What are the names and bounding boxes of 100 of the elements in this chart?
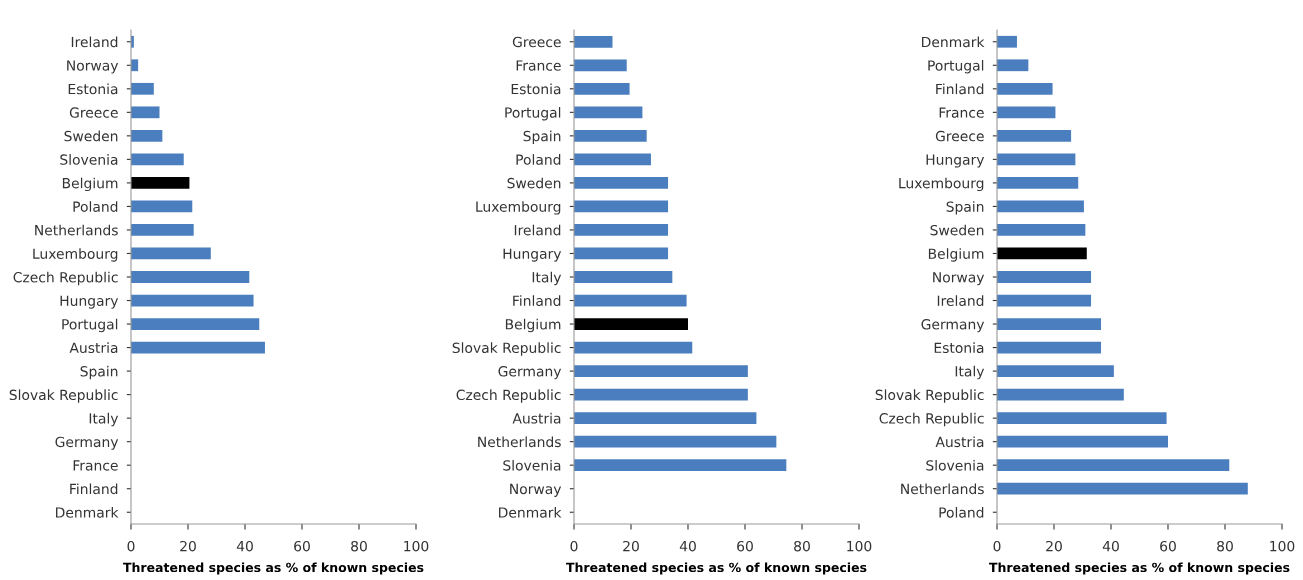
y-tick-label: Germany: [498, 366, 562, 380]
bar: [574, 341, 693, 354]
y-tick-label: Luxembourg: [899, 177, 984, 192]
bar: [574, 177, 669, 189]
bar: [574, 271, 673, 283]
y-tick-label: Denmark: [499, 506, 562, 518]
y-tick-label: Finland: [513, 295, 561, 306]
y-tick-label: Sweden: [507, 177, 561, 189]
y-tick-label: Austria: [935, 436, 984, 448]
y-tick-label: Italy: [955, 365, 985, 380]
bar: [997, 318, 1102, 330]
bar: [997, 459, 1230, 472]
bar: [574, 247, 669, 260]
bar: [574, 59, 627, 72]
x-tick-label: 40: [236, 540, 253, 552]
bar: [997, 129, 1072, 142]
y-tick-label: Finland: [70, 483, 118, 495]
x-tick-label: 40: [679, 540, 696, 552]
x-tick-label: 60: [737, 540, 753, 552]
bar: [574, 106, 643, 119]
bar: [997, 294, 1092, 307]
y-tick-label: Italy: [532, 271, 562, 286]
y-tick-label: Ireland: [71, 36, 118, 48]
y-tick-label: Estonia: [68, 83, 118, 95]
bar: [574, 294, 687, 307]
x-axis-title: Threatened species as % of known species: [123, 562, 424, 575]
bar: [997, 35, 1017, 48]
bar: [131, 318, 260, 330]
y-tick-label: Norway: [510, 483, 562, 497]
y-tick-label: Finland: [936, 83, 984, 95]
y-tick-label: Czech Republic: [13, 271, 118, 286]
bar: [997, 82, 1053, 95]
bar: [997, 106, 1056, 119]
y-tick-label: Netherlands: [35, 224, 118, 236]
x-tick-label: 100: [1270, 540, 1295, 552]
bar: [997, 200, 1084, 213]
bar: [131, 200, 193, 213]
x-tick-label: 0: [993, 540, 1001, 552]
y-tick-label: Estonia: [934, 342, 984, 354]
x-tick-label: 100: [847, 540, 872, 552]
x-tick-label: 40: [1102, 540, 1119, 552]
y-tick-label: Belgium: [62, 177, 118, 192]
y-tick-label: Slovak Republic: [875, 389, 984, 403]
y-tick-label: Netherlands: [478, 436, 561, 448]
y-tick-label: Luxembourg: [476, 201, 561, 215]
bar: [131, 153, 184, 166]
y-tick-label: Estonia: [511, 83, 561, 95]
x-tick-label: 60: [1160, 540, 1176, 552]
bar: [131, 106, 160, 119]
y-tick-label: Italy: [89, 412, 119, 427]
bar: [131, 271, 250, 283]
y-tick-label: Czech Republic: [456, 389, 561, 403]
x-axis-title: Threatened species as % of known species: [989, 562, 1290, 575]
bar: [131, 177, 190, 189]
x-tick-label: 80: [351, 540, 367, 552]
y-tick-label: Austria: [512, 412, 561, 424]
y-tick-label: Ireland: [514, 224, 561, 236]
y-tick-label: Greece: [69, 107, 118, 118]
y-tick-label: Denmark: [56, 506, 119, 518]
bar: [574, 412, 757, 425]
bar: [997, 271, 1092, 283]
y-tick-label: Norway: [67, 60, 119, 74]
y-tick-label: Czech Republic: [879, 412, 984, 427]
y-tick-label: Hungary: [60, 295, 119, 309]
bar: [997, 59, 1029, 72]
y-tick-label: Sweden: [930, 224, 984, 236]
y-tick-label: Slovak Republic: [452, 342, 561, 356]
y-tick-label: Portugal: [928, 60, 984, 74]
bar: [131, 294, 254, 307]
y-tick-label: Denmark: [922, 36, 985, 48]
y-tick-label: France: [73, 460, 118, 471]
y-tick-label: Slovenia: [503, 459, 561, 471]
x-axis-title: Threatened species as % of known species: [566, 562, 867, 575]
bar: [574, 82, 630, 95]
y-tick-label: Netherlands: [901, 483, 984, 495]
x-tick-label: 0: [570, 540, 578, 552]
bar: [997, 177, 1079, 189]
bar: [997, 482, 1248, 495]
bar: [997, 388, 1124, 401]
y-tick-label: Germany: [921, 319, 985, 333]
bar: [574, 435, 777, 448]
y-tick-label: Poland: [73, 201, 118, 212]
bar: [131, 247, 211, 260]
bar: [997, 341, 1102, 354]
x-tick-label: 0: [127, 540, 135, 552]
y-tick-label: Norway: [933, 272, 985, 286]
bar: [574, 318, 688, 330]
bar: [997, 153, 1076, 166]
y-tick-label: Slovenia: [926, 459, 984, 471]
bar: [131, 341, 265, 354]
y-tick-label: Greece: [935, 130, 984, 142]
y-tick-label: Hungary: [926, 154, 985, 168]
bar: [574, 129, 647, 142]
y-tick-label: Spain: [946, 201, 984, 215]
x-tick-label: 20: [623, 540, 639, 552]
x-tick-label: 20: [1046, 540, 1062, 552]
y-tick-label: France: [939, 107, 984, 118]
bar: [574, 153, 651, 166]
bar: [997, 435, 1168, 448]
y-tick-label: Poland: [939, 506, 984, 518]
